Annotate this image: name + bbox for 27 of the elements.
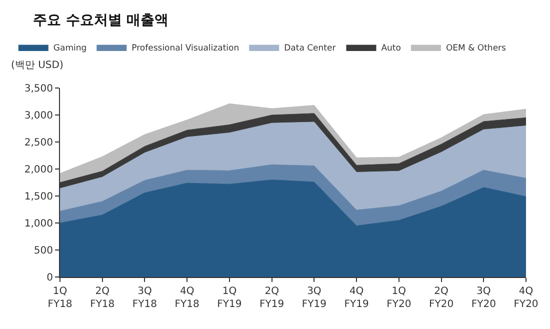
x-tick-label: 1Q FY18 bbox=[48, 286, 72, 310]
y-tick-label: 2,500 bbox=[24, 138, 53, 148]
x-tick-label: 3Q FY20 bbox=[471, 286, 496, 310]
y-tick-label: 3,000 bbox=[24, 110, 53, 122]
y-tick-label: 500 bbox=[34, 246, 53, 256]
legend-label: Gaming bbox=[53, 43, 87, 54]
x-tick-label: 1Q FY19 bbox=[217, 286, 242, 310]
x-tick-label: 3Q FY18 bbox=[132, 286, 158, 310]
legend-label: Professional Visualization bbox=[132, 43, 240, 54]
x-tick-label: 2Q FY19 bbox=[260, 286, 284, 310]
x-tick-label: 1Q FY20 bbox=[386, 286, 412, 310]
x-tick-label: 3Q FY19 bbox=[302, 286, 326, 310]
y-tick-label: 0 bbox=[46, 272, 53, 284]
y-tick-label: 1,500 bbox=[24, 192, 53, 202]
x-tick-label: 4Q FY18 bbox=[174, 286, 200, 310]
legend-label: Data Center bbox=[284, 43, 336, 54]
x-tick-label: 4Q FY20 bbox=[514, 286, 538, 310]
y-tick-label: 1,000 bbox=[24, 218, 53, 230]
x-tick-label: 2Q FY20 bbox=[428, 286, 454, 310]
chart-title: 주요 수요처별 매출액 bbox=[33, 12, 169, 29]
x-tick-label: 2Q FY18 bbox=[90, 286, 115, 310]
x-tick-label: 4Q FY19 bbox=[344, 286, 369, 310]
y-axis-title: (백만 USD) bbox=[11, 60, 64, 71]
y-tick-label: 3,500 bbox=[24, 84, 53, 94]
legend-label: OEM & Others bbox=[446, 43, 507, 54]
legend-label: Auto bbox=[381, 43, 401, 54]
y-tick-label: 2,000 bbox=[24, 164, 53, 176]
